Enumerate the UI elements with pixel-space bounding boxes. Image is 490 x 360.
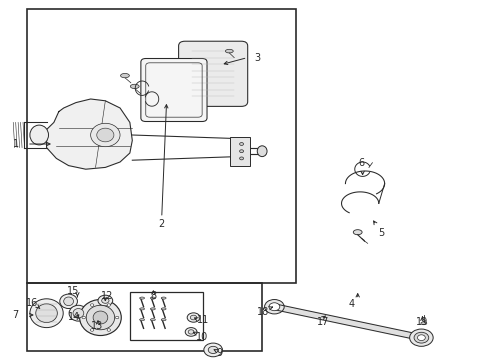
Ellipse shape [257,146,267,157]
Bar [27,283,262,351]
Ellipse shape [240,150,244,153]
Text: 7: 7 [13,310,19,320]
Ellipse shape [64,297,74,306]
Ellipse shape [140,297,145,299]
Bar [230,137,250,166]
Ellipse shape [116,316,119,319]
Polygon shape [273,304,422,341]
Ellipse shape [190,315,197,320]
Text: 8: 8 [150,291,156,301]
Text: 14: 14 [68,312,80,322]
Ellipse shape [204,343,222,357]
Ellipse shape [93,311,108,324]
Ellipse shape [60,294,77,309]
Text: 12: 12 [100,291,113,301]
Ellipse shape [414,332,429,343]
Ellipse shape [161,308,166,310]
Ellipse shape [185,328,197,336]
Ellipse shape [30,125,49,145]
Ellipse shape [161,319,166,321]
Ellipse shape [140,319,145,321]
Ellipse shape [187,313,200,322]
Ellipse shape [265,300,284,314]
Text: 13: 13 [91,321,103,331]
Text: 9: 9 [216,348,222,358]
Text: 19: 19 [416,317,428,327]
Text: 6: 6 [359,158,365,168]
Ellipse shape [90,329,94,331]
Text: 16: 16 [26,298,38,308]
Ellipse shape [225,49,233,53]
Text: 3: 3 [254,53,260,63]
Ellipse shape [73,309,84,318]
Ellipse shape [90,304,94,306]
Ellipse shape [150,297,155,299]
Ellipse shape [82,316,85,319]
Ellipse shape [269,303,280,311]
Ellipse shape [91,123,120,147]
Ellipse shape [130,84,139,89]
Ellipse shape [69,305,88,321]
Ellipse shape [240,157,244,160]
Text: 15: 15 [67,285,80,296]
Bar [27,9,296,283]
Bar [130,292,203,340]
Ellipse shape [98,295,113,306]
FancyBboxPatch shape [178,41,248,107]
Text: 4: 4 [349,299,355,309]
Ellipse shape [240,143,244,145]
Polygon shape [47,99,132,169]
Ellipse shape [161,297,166,299]
Text: 1: 1 [13,139,19,149]
Ellipse shape [353,230,362,235]
Ellipse shape [30,299,63,328]
Ellipse shape [421,322,427,325]
Text: 10: 10 [196,332,208,342]
Text: 5: 5 [378,228,384,238]
Ellipse shape [121,73,129,78]
Ellipse shape [36,304,57,323]
Ellipse shape [79,300,121,336]
Ellipse shape [150,308,155,310]
Ellipse shape [97,128,114,142]
Ellipse shape [86,305,115,330]
Ellipse shape [208,346,218,354]
Ellipse shape [188,330,194,334]
Text: 11: 11 [197,315,210,325]
Ellipse shape [107,329,110,331]
Text: 18: 18 [257,307,269,317]
Ellipse shape [140,308,145,310]
Ellipse shape [410,329,433,346]
Ellipse shape [102,298,109,303]
Ellipse shape [150,319,155,321]
FancyBboxPatch shape [141,59,207,122]
Ellipse shape [417,335,425,341]
Text: 17: 17 [317,317,330,327]
Ellipse shape [107,304,111,306]
Text: 2: 2 [159,219,165,229]
